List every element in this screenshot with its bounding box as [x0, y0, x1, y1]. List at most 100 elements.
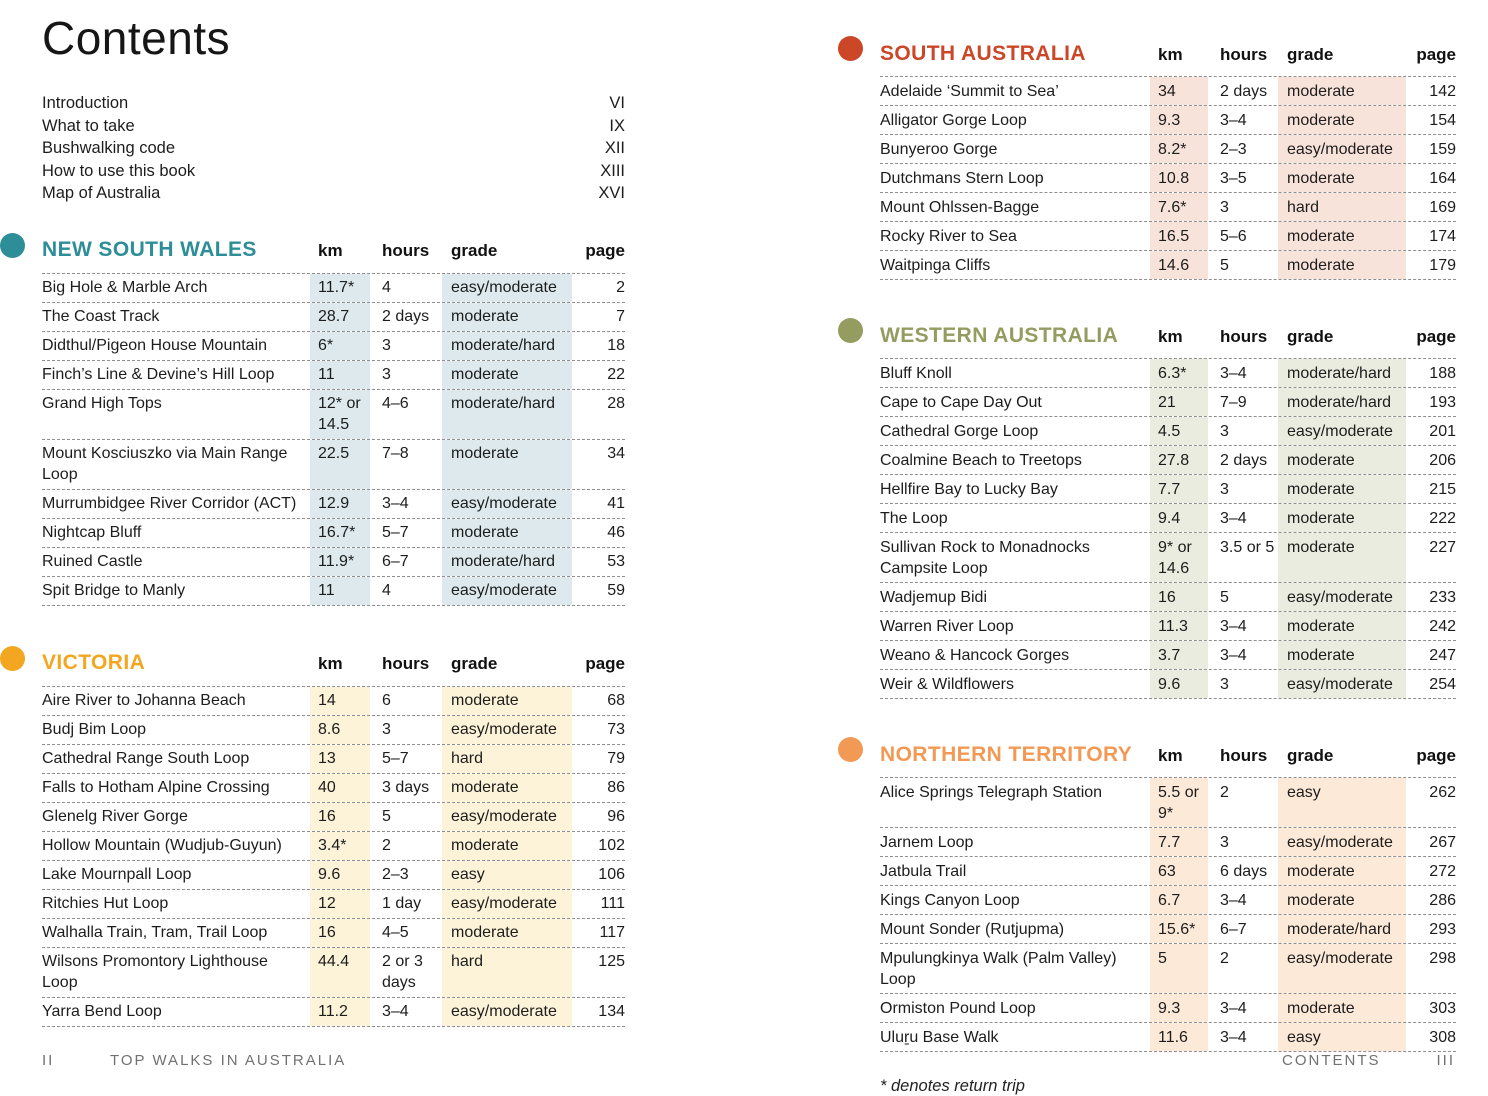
- table-row: Mpulungkinya Walk (Palm Valley) Loop 5 2…: [880, 944, 1456, 994]
- walk-page: 106: [598, 866, 625, 883]
- table-row: Walhalla Train, Tram, Trail Loop 16 4–5 …: [42, 918, 625, 948]
- walk-grade: easy/moderate: [1278, 944, 1406, 993]
- walk-grade: easy: [1278, 1023, 1406, 1051]
- front-matter-label: Bushwalking code: [42, 139, 175, 157]
- walk-grade: moderate: [442, 773, 572, 802]
- table-row: Mount Ohlssen-Bagge 7.6* 3 hard 169: [880, 193, 1456, 222]
- col-header-page: page: [1416, 44, 1456, 64]
- walk-hours: 5–7: [382, 524, 409, 541]
- walk-name: Glenelg River Gorge: [42, 808, 188, 825]
- region-section: NEW SOUTH WALES km hours grade page Big …: [0, 232, 625, 606]
- col-header-km: km: [1158, 745, 1183, 765]
- walk-grade: easy/moderate: [442, 715, 572, 744]
- walk-name: Murrumbidgee River Corridor (ACT): [42, 495, 297, 512]
- col-header-grade: grade: [1287, 745, 1334, 765]
- front-matter-page: XIII: [600, 161, 625, 180]
- walk-hours: 5: [382, 808, 391, 825]
- walk-km: 21: [1150, 388, 1208, 416]
- walk-name: Hollow Mountain (Wudjub-Guyun): [42, 837, 282, 854]
- walk-grade: easy/moderate: [442, 802, 572, 831]
- walk-name: Alice Springs Telegraph Station: [880, 783, 1103, 801]
- walk-km: 16: [310, 918, 370, 947]
- walk-page: 2: [616, 279, 625, 296]
- walk-km: 4.5: [1150, 417, 1208, 445]
- table-row: Alice Springs Telegraph Station 5.5 or 9…: [880, 778, 1456, 828]
- table-row: Cathedral Range South Loop 13 5–7 hard 7…: [42, 744, 625, 774]
- walk-grade: moderate: [1278, 612, 1406, 640]
- table-row: The Loop 9.4 3–4 moderate 222: [880, 504, 1456, 533]
- walk-name: Mount Sonder (Rutjupma): [880, 920, 1065, 938]
- walk-hours: 2–3: [382, 866, 409, 883]
- walk-page: 142: [1429, 82, 1456, 100]
- walk-name: Coalmine Beach to Treetops: [880, 451, 1082, 469]
- walk-grade: easy/moderate: [1278, 670, 1406, 698]
- front-matter-item: How to use this book XIII: [42, 160, 625, 183]
- section-title: NEW SOUTH WALES: [42, 238, 257, 261]
- walk-name: Mpulungkinya Walk (Palm Valley) Loop: [880, 949, 1117, 988]
- table-row: Finch’s Line & Devine’s Hill Loop 11 3 m…: [42, 360, 625, 390]
- table-row: Didthul/Pigeon House Mountain 6* 3 moder…: [42, 331, 625, 361]
- front-matter-list: Introduction VI What to take IX Bushwalk…: [42, 92, 625, 205]
- walk-page: 247: [1429, 646, 1456, 664]
- section-dot: [838, 36, 863, 61]
- col-header-km: km: [1158, 44, 1183, 64]
- section-title: NORTHERN TERRITORY: [880, 742, 1133, 766]
- section-header: VICTORIA km hours grade page: [0, 645, 625, 687]
- col-header-page: page: [1416, 326, 1456, 346]
- walk-km: 10.8: [1150, 164, 1208, 192]
- walk-km: 11.6: [1150, 1023, 1208, 1051]
- walk-hours: 3: [382, 366, 391, 383]
- table-row: Uluṟu Base Walk 11.6 3–4 easy 308: [880, 1023, 1456, 1052]
- table-row: Wadjemup Bidi 16 5 easy/moderate 233: [880, 583, 1456, 612]
- walk-page: 206: [1429, 451, 1456, 469]
- table-row: Budj Bim Loop 8.6 3 easy/moderate 73: [42, 715, 625, 745]
- walk-km: 7.6*: [1150, 193, 1208, 221]
- walk-hours: 3.5 or 5: [1220, 538, 1275, 556]
- front-matter-page: XII: [604, 139, 625, 157]
- table-row: Kings Canyon Loop 6.7 3–4 moderate 286: [880, 886, 1456, 915]
- walk-name: Hellfire Bay to Lucky Bay: [880, 480, 1058, 498]
- walk-km: 22.5: [310, 439, 370, 489]
- walk-grade: moderate: [1278, 641, 1406, 669]
- col-header-hours: hours: [382, 654, 430, 673]
- walk-hours: 2 days: [382, 308, 430, 325]
- walk-hours: 7–9: [1220, 393, 1247, 411]
- table-row: Bunyeroo Gorge 8.2* 2–3 easy/moderate 15…: [880, 135, 1456, 164]
- walk-grade: moderate: [1278, 994, 1406, 1022]
- right-page-column: SOUTH AUSTRALIA km hours grade page Adel…: [838, 6, 1456, 1096]
- walk-name: Nightcap Bluff: [42, 524, 142, 541]
- walk-grade: moderate: [1278, 504, 1406, 532]
- front-matter-label: Introduction: [42, 94, 129, 112]
- walk-grade: moderate: [1278, 475, 1406, 503]
- table-row: Weano & Hancock Gorges 3.7 3–4 moderate …: [880, 641, 1456, 670]
- walk-name: Ruined Castle: [42, 553, 143, 570]
- walk-name: Grand High Tops: [42, 395, 162, 412]
- walk-page: 7: [616, 308, 625, 325]
- walk-page: 308: [1429, 1028, 1456, 1046]
- walk-grade: moderate: [442, 302, 572, 331]
- front-matter-item: Bushwalking code XII: [42, 137, 625, 160]
- walk-hours: 6–7: [1220, 920, 1247, 938]
- walk-name: Weir & Wildflowers: [880, 675, 1014, 693]
- footnote: * denotes return trip: [880, 1077, 1025, 1095]
- front-matter-label: How to use this book: [42, 161, 196, 180]
- walk-grade: moderate: [1278, 857, 1406, 885]
- col-header-hours: hours: [382, 241, 430, 260]
- walk-name: Kings Canyon Loop: [880, 891, 1020, 909]
- table-row: Lake Mournpall Loop 9.6 2–3 easy 106: [42, 860, 625, 890]
- walk-hours: 3: [1220, 675, 1229, 693]
- walk-name: Aire River to Johanna Beach: [42, 692, 246, 709]
- walk-grade: moderate/hard: [442, 389, 572, 439]
- left-column-sections: NEW SOUTH WALES km hours grade page Big …: [0, 232, 625, 1027]
- table-row: Nightcap Bluff 16.7* 5–7 moderate 46: [42, 518, 625, 548]
- walk-grade: moderate: [442, 439, 572, 489]
- walk-hours: 3–4: [1220, 111, 1247, 129]
- walk-hours: 3–4: [1220, 999, 1247, 1017]
- section-rows: Alice Springs Telegraph Station 5.5 or 9…: [880, 778, 1456, 1052]
- col-header-page: page: [1416, 745, 1456, 765]
- col-header-page: page: [585, 241, 625, 260]
- walk-km: 11.7*: [310, 273, 370, 302]
- walk-hours: 2: [1220, 949, 1229, 967]
- region-section: VICTORIA km hours grade page Aire River …: [0, 645, 625, 1027]
- walk-page: 222: [1429, 509, 1456, 527]
